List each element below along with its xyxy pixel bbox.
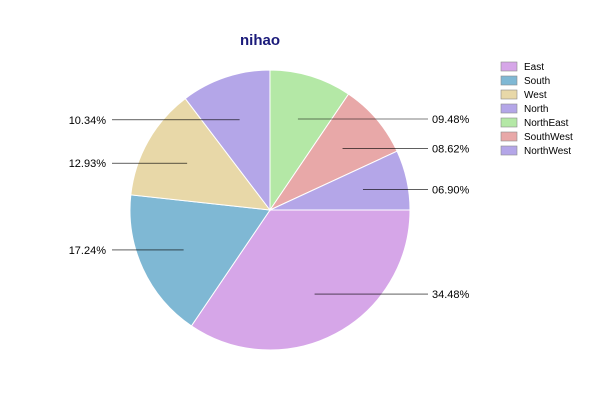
legend-label-northwest: NorthWest [524, 146, 571, 157]
pie-slice-west [130, 97, 272, 211]
legend-swatch-west [500, 89, 518, 100]
pie-slice-north [184, 69, 271, 212]
legend-swatch-east [500, 61, 518, 72]
slice-label-north: 10.34% [69, 115, 107, 127]
legend-label-east: East [524, 62, 544, 73]
pie-slices [129, 69, 411, 351]
legend-label-southwest: SouthWest [524, 132, 573, 143]
pie-slice-east [190, 209, 411, 351]
legend-label-south: South [524, 76, 550, 87]
chart-title: nihao [240, 32, 280, 49]
legend-swatch-north [500, 103, 518, 114]
legend-label-northeast: NorthEast [524, 118, 569, 129]
legend-swatch-northwest [500, 145, 518, 156]
legend-swatch-south [500, 75, 518, 86]
slice-labels: 34.48% 17.24% 12.93% 10.34% 09.48% 08.62% 06.9… [69, 114, 470, 301]
legend: EastSouthWestNorthNorthEastSouthWestNort… [500, 61, 573, 157]
pie-slice-south [129, 194, 271, 327]
slice-label-southwest: 08.62% [432, 143, 470, 155]
pie-slice-northwest [269, 150, 411, 211]
slice-label-northwest: 06.90% [432, 185, 470, 197]
slice-label-east: 34.48% [432, 289, 470, 301]
legend-swatch-southwest [500, 131, 518, 142]
legend-swatch-northeast [500, 117, 518, 128]
slice-label-northeast: 09.48% [432, 114, 470, 126]
slice-label-south: 17.24% [69, 245, 107, 257]
legend-label-north: North [524, 104, 548, 115]
legend-label-west: West [524, 90, 547, 101]
pie-slice-northeast [269, 69, 350, 212]
slice-label-west: 12.93% [69, 158, 107, 170]
